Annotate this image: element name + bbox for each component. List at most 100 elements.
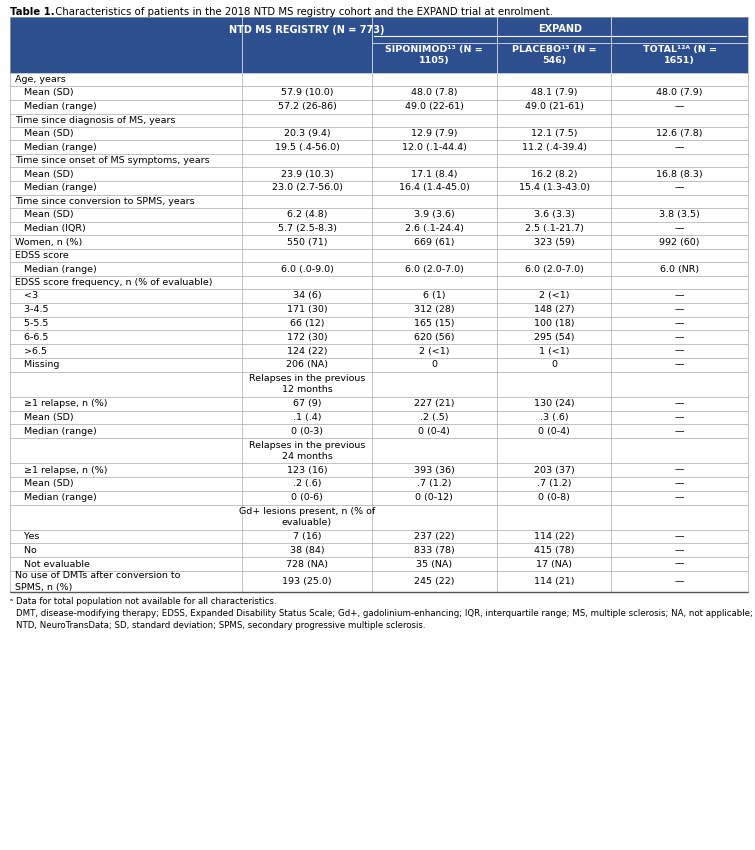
Text: 57.2 (26-86): 57.2 (26-86) (278, 102, 337, 111)
Text: —: — (675, 466, 685, 474)
Text: —: — (675, 102, 685, 111)
Text: 312 (28): 312 (28) (414, 305, 455, 314)
Bar (10, 195, 748, 207)
Bar (10, 530, 748, 543)
Text: .7 (1.2): .7 (1.2) (417, 479, 451, 489)
Text: 48.0 (7.9): 48.0 (7.9) (657, 88, 703, 98)
Text: Median (IQR): Median (IQR) (15, 224, 86, 233)
Text: 203 (37): 203 (37) (534, 466, 575, 474)
Bar (10, 424, 748, 439)
Bar (10, 490, 748, 505)
Text: —: — (675, 224, 685, 233)
Text: .2 (.5): .2 (.5) (420, 413, 448, 422)
Text: —: — (675, 143, 685, 152)
Text: —: — (675, 546, 685, 555)
Text: TOTAL¹²ᴬ (N =
1651): TOTAL¹²ᴬ (N = 1651) (643, 45, 716, 65)
Text: 323 (59): 323 (59) (534, 238, 575, 246)
Bar (10, 249, 748, 262)
Bar (10, 262, 748, 276)
Text: 0 (0-4): 0 (0-4) (418, 427, 450, 436)
Text: —: — (675, 479, 685, 489)
Text: 2.6 (.1-24.4): 2.6 (.1-24.4) (405, 224, 464, 233)
Text: 123 (16): 123 (16) (287, 466, 328, 474)
Text: ᵃ: ᵃ (10, 597, 13, 606)
Text: 66 (12): 66 (12) (290, 319, 325, 328)
Text: 124 (22): 124 (22) (287, 347, 328, 355)
Text: SIPONIMOD¹³ (N =
1105): SIPONIMOD¹³ (N = 1105) (386, 45, 483, 65)
Bar (10, 571, 748, 592)
Bar (10, 181, 748, 195)
Text: 6-6.5: 6-6.5 (15, 333, 48, 342)
Text: 6.0 (NR): 6.0 (NR) (660, 264, 699, 274)
Text: EXPAND: EXPAND (538, 24, 582, 34)
Text: ≥1 relapse, n (%): ≥1 relapse, n (%) (15, 400, 107, 408)
Bar (10, 411, 748, 424)
Text: Age, years: Age, years (15, 75, 66, 84)
Bar (10, 344, 748, 358)
Text: 34 (6): 34 (6) (293, 292, 322, 300)
Text: —: — (675, 333, 685, 342)
Text: 415 (78): 415 (78) (534, 546, 575, 555)
Text: 992 (60): 992 (60) (659, 238, 700, 246)
Text: —: — (675, 400, 685, 408)
Bar (10, 303, 748, 316)
Text: 0 (0-12): 0 (0-12) (415, 493, 453, 502)
Bar (10, 235, 748, 249)
Text: NTD MS REGISTRY (N = 773): NTD MS REGISTRY (N = 773) (230, 25, 385, 35)
Text: <3: <3 (15, 292, 38, 300)
Text: 550 (71): 550 (71) (287, 238, 328, 246)
Text: 227 (21): 227 (21) (414, 400, 455, 408)
Text: 48.0 (7.8): 48.0 (7.8) (411, 88, 458, 98)
Text: 172 (30): 172 (30) (287, 333, 328, 342)
Text: 148 (27): 148 (27) (534, 305, 575, 314)
Text: —: — (675, 347, 685, 355)
Text: 2 (<1): 2 (<1) (539, 292, 569, 300)
Text: 6.0 (2.0-7.0): 6.0 (2.0-7.0) (525, 264, 584, 274)
Text: Mean (SD): Mean (SD) (15, 129, 74, 138)
Text: 3.8 (3.5): 3.8 (3.5) (659, 210, 700, 219)
Text: 5.7 (2.5-8.3): 5.7 (2.5-8.3) (278, 224, 337, 233)
Text: —: — (675, 427, 685, 436)
Bar (10, 439, 748, 463)
Text: 17.1 (8.4): 17.1 (8.4) (411, 170, 458, 178)
Text: —: — (675, 292, 685, 300)
Text: 245 (22): 245 (22) (414, 577, 455, 586)
Text: 6.2 (4.8): 6.2 (4.8) (287, 210, 328, 219)
Text: 0: 0 (551, 360, 557, 370)
Text: Relapses in the previous
24 months: Relapses in the previous 24 months (249, 440, 365, 461)
Text: 165 (15): 165 (15) (414, 319, 455, 328)
Bar (10, 86, 748, 99)
Text: 0 (0-6): 0 (0-6) (291, 493, 323, 502)
Text: —: — (675, 319, 685, 328)
Text: No: No (15, 546, 37, 555)
Text: 100 (18): 100 (18) (534, 319, 575, 328)
Text: 12.0 (.1-44.4): 12.0 (.1-44.4) (402, 143, 467, 152)
Bar (10, 276, 748, 289)
Text: 16.2 (8.2): 16.2 (8.2) (531, 170, 578, 178)
Text: PLACEBO¹³ (N =
546): PLACEBO¹³ (N = 546) (512, 45, 596, 65)
Text: 0 (0-3): 0 (0-3) (291, 427, 323, 436)
Text: Women, n (%): Women, n (%) (15, 238, 82, 246)
Text: Median (range): Median (range) (15, 427, 97, 436)
Text: .2 (.6): .2 (.6) (293, 479, 322, 489)
Text: 833 (78): 833 (78) (414, 546, 455, 555)
Text: EDSS score frequency, n (% of evaluable): EDSS score frequency, n (% of evaluable) (15, 278, 212, 287)
Text: 49.0 (21-61): 49.0 (21-61) (525, 102, 584, 111)
Text: 23.9 (10.3): 23.9 (10.3) (281, 170, 334, 178)
Text: —: — (675, 184, 685, 192)
Text: 48.1 (7.9): 48.1 (7.9) (531, 88, 578, 98)
Text: Mean (SD): Mean (SD) (15, 479, 74, 489)
Text: 38 (84): 38 (84) (290, 546, 325, 555)
Bar (10, 316, 748, 331)
Text: 57.9 (10.0): 57.9 (10.0) (281, 88, 333, 98)
Bar (10, 331, 748, 344)
Bar (10, 358, 748, 371)
Text: 130 (24): 130 (24) (534, 400, 575, 408)
Bar (10, 558, 748, 571)
Text: 2 (<1): 2 (<1) (419, 347, 449, 355)
Text: .1 (.4): .1 (.4) (293, 413, 322, 422)
Bar (10, 140, 748, 154)
Text: Median (range): Median (range) (15, 102, 97, 111)
Text: 11.2 (.4-39.4): 11.2 (.4-39.4) (522, 143, 587, 152)
Text: 6.0 (.0-9.0): 6.0 (.0-9.0) (281, 264, 334, 274)
